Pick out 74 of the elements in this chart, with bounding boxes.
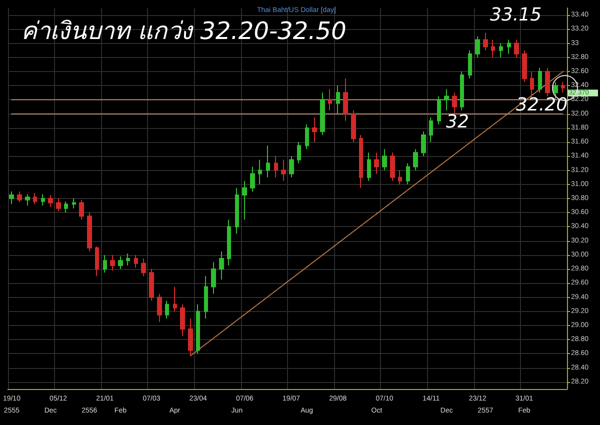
candlestick [110, 254, 115, 271]
candlestick [367, 152, 371, 182]
candlestick [235, 187, 239, 234]
candlestick [9, 190, 14, 205]
candlestick [196, 304, 200, 354]
candlestick [483, 32, 488, 51]
candlestick [382, 148, 387, 171]
candlestick [33, 192, 37, 205]
candlestick [437, 96, 441, 125]
candlestick [522, 50, 527, 83]
candlestick [468, 50, 472, 80]
candlestick [312, 116, 317, 143]
candlestick [56, 198, 61, 212]
candlestick [274, 156, 278, 178]
candlestick [499, 42, 503, 58]
candlestick [398, 170, 402, 185]
candlestick [351, 110, 356, 143]
candlestick [421, 130, 426, 157]
candlestick [266, 145, 270, 178]
candlestick [17, 190, 22, 203]
annotation: 32 [446, 112, 469, 132]
candlestick [336, 85, 340, 114]
candlestick [126, 253, 130, 266]
candlestick [538, 67, 542, 94]
candlestick [359, 134, 363, 188]
candlestick [491, 39, 495, 58]
candlestick [413, 148, 418, 171]
candlestick [227, 219, 231, 266]
candlestick [297, 142, 301, 164]
candlestick [219, 250, 224, 280]
candlestick [452, 92, 457, 114]
annotation: 33.15 [490, 4, 542, 26]
candlestick [95, 246, 99, 277]
candlestick [406, 162, 410, 185]
candlestick [320, 92, 325, 136]
candlestick [157, 293, 162, 322]
candlestick [281, 159, 286, 182]
candlestick [444, 88, 449, 111]
candlestick [48, 194, 53, 208]
candlestick [374, 152, 379, 174]
chart-title: ค่าเงินบาท แกว่ง 32.20-32.50 [21, 17, 346, 45]
candlestick [343, 78, 348, 122]
candlestick [460, 71, 464, 111]
candlestick [149, 268, 154, 302]
candlestick [64, 200, 68, 214]
candlestick [103, 254, 107, 274]
candlestick [328, 88, 332, 111]
candlestick [289, 156, 294, 178]
candlestick [561, 82, 565, 94]
candlestick [180, 304, 185, 337]
candlestick [79, 199, 84, 220]
candlestick [258, 159, 262, 185]
candlestick [141, 258, 146, 277]
candlestick [429, 116, 433, 143]
candlestick [134, 254, 138, 268]
candlestick [390, 152, 395, 182]
candlestick [305, 124, 309, 150]
candlestick [204, 276, 208, 319]
candlestick [72, 198, 76, 209]
candlestick [188, 318, 193, 356]
candlestick [118, 256, 123, 270]
candlestick [25, 194, 30, 206]
candlestick [173, 286, 177, 312]
candlestick [507, 39, 511, 54]
candlestick [41, 194, 45, 206]
candlestick [242, 180, 247, 220]
annotation: 32.20 [516, 94, 568, 116]
candlestick [514, 39, 519, 58]
candlestick [250, 166, 255, 192]
candlestick [545, 67, 550, 97]
candlestick [475, 36, 480, 58]
candlestick [165, 300, 169, 319]
candlestick [87, 212, 92, 252]
candlestick [211, 262, 216, 294]
